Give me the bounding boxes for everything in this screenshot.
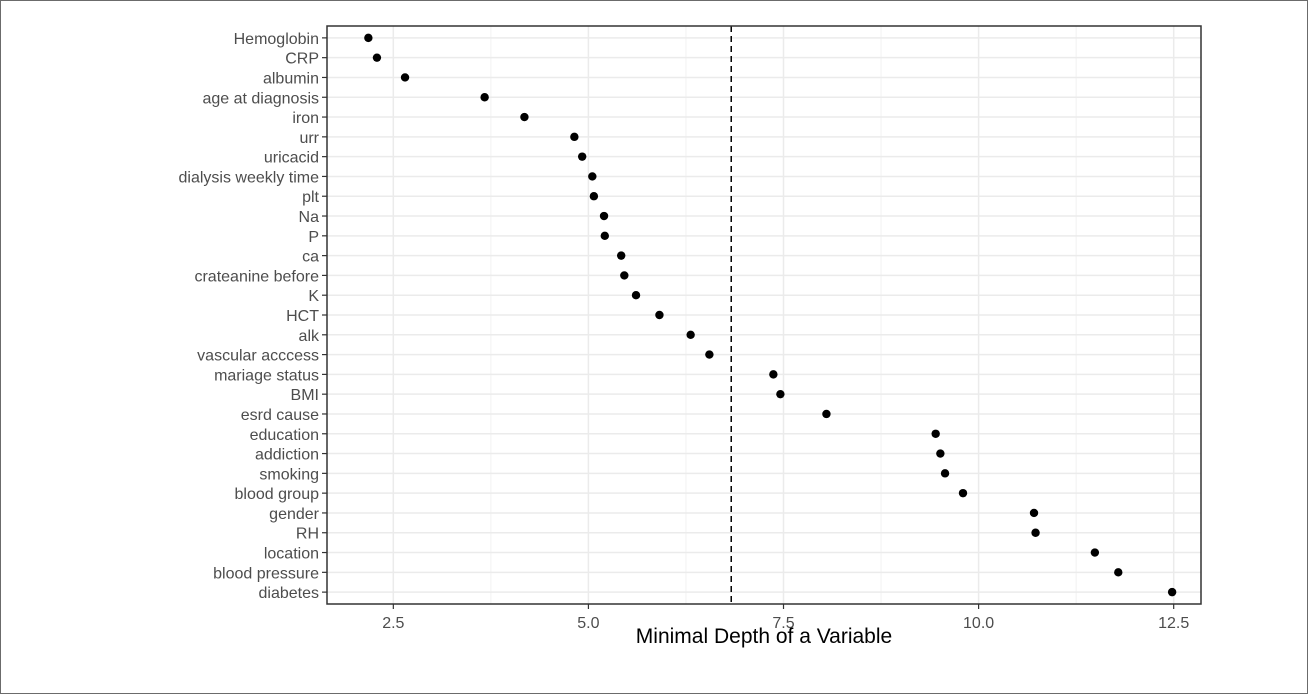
data-point xyxy=(372,53,382,62)
y-tick-label: addiction xyxy=(255,447,319,464)
y-tick-label: esrd cause xyxy=(241,407,319,424)
data-point xyxy=(776,389,785,399)
y-tick-label: RH xyxy=(296,526,319,543)
y-tick-label: ca xyxy=(302,249,319,266)
data-point xyxy=(822,409,831,419)
data-point xyxy=(631,291,641,300)
data-point xyxy=(620,271,629,280)
y-tick-label: vascular acccess xyxy=(197,348,319,365)
data-point xyxy=(520,112,529,122)
x-tick-label: 12.5 xyxy=(1158,615,1189,632)
data-point xyxy=(400,73,410,82)
data-point xyxy=(570,132,579,142)
data-point xyxy=(705,350,714,359)
y-tick-label: mariage status xyxy=(214,367,319,384)
x-tick-label: 7.5 xyxy=(772,615,794,632)
data-point xyxy=(936,449,945,458)
data-point xyxy=(686,330,695,339)
data-point xyxy=(599,211,609,221)
data-point xyxy=(1167,587,1177,597)
y-tick-label: smoking xyxy=(259,466,319,483)
x-tick-label: 10.0 xyxy=(963,615,994,632)
y-tick-label: iron xyxy=(292,110,319,127)
data-point xyxy=(769,370,778,379)
y-tick-label: urr xyxy=(299,130,319,147)
y-tick-label: dialysis weekly time xyxy=(179,169,320,186)
x-tick-label: 2.5 xyxy=(382,615,404,632)
data-point xyxy=(480,93,489,102)
y-tick-label: location xyxy=(264,546,319,563)
x-tick-label: 5.0 xyxy=(577,615,599,632)
y-tick-label: P xyxy=(308,229,319,246)
data-point xyxy=(940,469,950,478)
data-point xyxy=(931,429,940,438)
y-tick-label: BMI xyxy=(291,387,319,404)
data-point xyxy=(1029,508,1039,518)
x-axis-title: Minimal Depth of a Variable xyxy=(636,625,892,648)
y-tick-label: blood pressure xyxy=(213,565,319,582)
data-point xyxy=(600,231,610,241)
data-point xyxy=(588,172,597,181)
y-tick-label: CRP xyxy=(285,51,319,68)
y-tick-label: Hemoglobin xyxy=(234,31,319,48)
data-point xyxy=(958,488,968,498)
y-tick-label: HCT xyxy=(286,308,319,325)
data-point xyxy=(1114,568,1123,577)
data-point xyxy=(577,152,587,161)
y-tick-label: K xyxy=(308,288,319,305)
y-tick-label: alk xyxy=(299,328,320,345)
y-tick-label: gender xyxy=(269,506,319,523)
y-tick-label: plt xyxy=(302,189,319,206)
data-point xyxy=(1090,548,1100,557)
y-tick-label: crateanine before xyxy=(194,268,319,285)
y-tick-label: albumin xyxy=(263,70,319,87)
data-point xyxy=(364,33,373,43)
y-tick-label: diabetes xyxy=(259,585,320,602)
data-point xyxy=(1031,528,1040,537)
y-tick-label: Na xyxy=(299,209,320,226)
y-tick-label: age at diagnosis xyxy=(202,90,319,107)
y-tick-label: blood group xyxy=(234,486,319,503)
y-tick-label: education xyxy=(250,427,319,444)
data-point xyxy=(616,251,626,260)
y-tick-label: uricacid xyxy=(264,150,319,167)
data-point xyxy=(655,310,664,320)
data-point xyxy=(589,192,599,201)
